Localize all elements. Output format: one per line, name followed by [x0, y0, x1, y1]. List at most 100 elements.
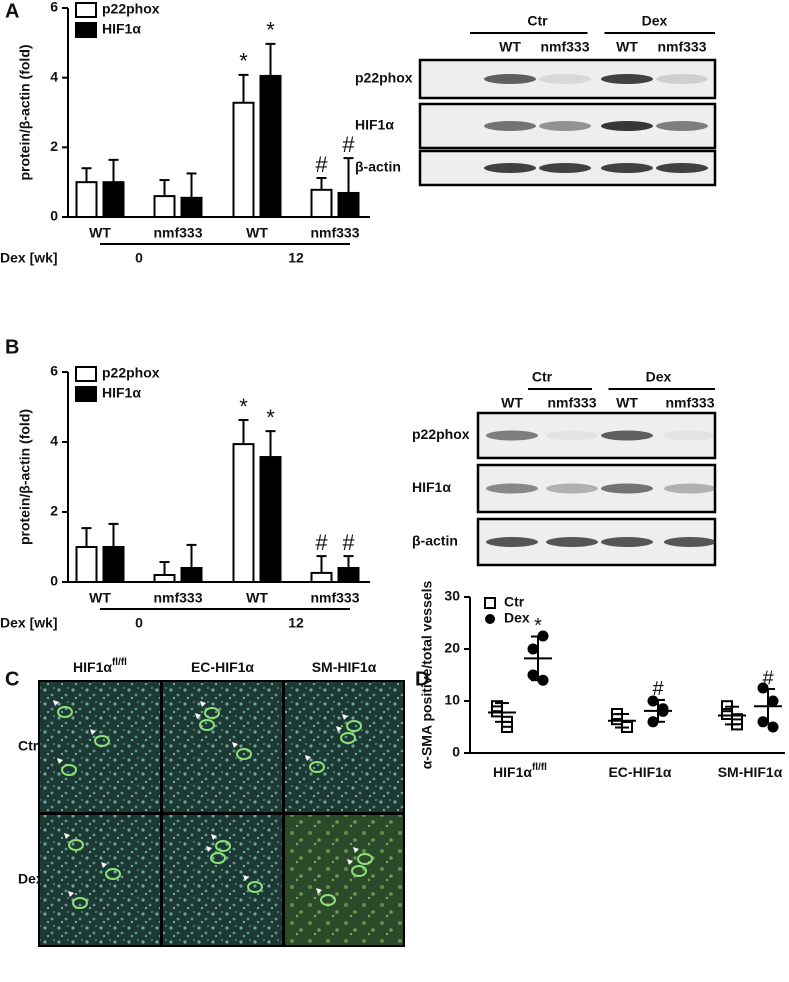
legend-label: Ctr	[504, 594, 525, 610]
y-tick-label: 0	[50, 208, 58, 224]
blot-band	[601, 483, 653, 494]
y-tick-label: 6	[50, 0, 58, 15]
blot-lane-label: WT	[499, 39, 521, 55]
blot-lane-label: nmf333	[540, 39, 589, 55]
group-label: 0	[135, 615, 143, 631]
bar	[337, 567, 360, 583]
arrowhead	[316, 888, 322, 894]
arrowhead	[211, 834, 217, 840]
y-axis-label: protein/β-actin (fold)	[17, 409, 33, 545]
blot-band	[484, 163, 536, 173]
blot-lane-label: nmf333	[665, 395, 714, 411]
micrograph	[285, 815, 403, 945]
blot-group-label: Ctr	[527, 13, 548, 29]
column-name: EC-HIF1α	[191, 659, 254, 675]
blot-band	[546, 537, 598, 547]
legend-label: Dex	[504, 610, 530, 626]
x-tick-label: nmf333	[153, 225, 202, 241]
vessel	[215, 840, 231, 852]
data-point	[527, 643, 539, 655]
vessel	[236, 748, 252, 760]
legend-swatch	[75, 2, 97, 18]
arrowhead	[232, 742, 238, 748]
significance-mark: *	[534, 615, 542, 637]
micrograph	[285, 682, 403, 812]
significance-mark: #	[762, 667, 774, 689]
vessel	[204, 707, 220, 719]
vessel	[199, 719, 215, 731]
blot-band	[484, 74, 536, 84]
arrowhead	[101, 862, 107, 868]
blot-band	[601, 537, 653, 547]
arrowhead	[336, 726, 342, 732]
vessel	[340, 732, 356, 744]
arrowhead	[195, 713, 201, 719]
x-tick-label: WT	[246, 590, 268, 606]
vessel	[320, 894, 336, 906]
significance-mark: #	[652, 678, 664, 700]
blot-row-label: β-actin	[355, 159, 401, 175]
x-tick-label: HIF1αfl/fl	[493, 762, 547, 780]
legend-swatch	[75, 366, 97, 382]
vessel	[210, 852, 226, 864]
blot-band	[664, 483, 716, 494]
bar	[180, 567, 203, 583]
bar	[232, 443, 255, 583]
y-axis-label: protein/β-actin (fold)	[17, 44, 33, 180]
blot-band	[601, 430, 653, 441]
micrograph	[163, 815, 282, 945]
y-tick-label: 2	[50, 138, 58, 154]
image-column-label: HIF1αfl/fl	[73, 657, 127, 675]
arrowhead	[347, 859, 353, 865]
micrograph	[163, 682, 282, 812]
blot-group-label: Ctr	[532, 369, 553, 385]
x-tick-label: WT	[89, 225, 111, 241]
blot-band	[656, 163, 708, 173]
y-tick-label: 30	[444, 588, 460, 604]
blot-group-label: Dex	[642, 13, 668, 29]
legend-swatch	[75, 22, 97, 38]
arrowhead	[243, 875, 249, 881]
blot-band	[601, 121, 653, 131]
x-tick-label: nmf333	[153, 590, 202, 606]
blot-band	[539, 74, 591, 84]
arrowhead	[206, 846, 212, 852]
vessel	[72, 897, 88, 909]
vessel	[309, 761, 325, 773]
vessel	[61, 764, 77, 776]
bar	[337, 191, 360, 218]
group-axis-label: Dex [wk]	[0, 250, 58, 266]
image-row-label: Ctr	[18, 738, 39, 754]
micrograph	[40, 682, 160, 812]
significance-mark: #	[315, 152, 328, 177]
blot-strip	[418, 58, 717, 100]
y-tick-label: 2	[50, 503, 58, 519]
blot-band	[601, 74, 653, 84]
vessel	[94, 735, 110, 747]
arrowhead	[353, 847, 359, 853]
significance-mark: *	[239, 49, 248, 74]
blot-row-label: p22phox	[355, 70, 413, 86]
blot-lane-label: WT	[616, 395, 638, 411]
data-point	[767, 695, 779, 707]
group-label: 12	[288, 250, 304, 266]
bar	[310, 188, 333, 219]
image-row-label: Dex	[18, 871, 44, 887]
data-point	[527, 669, 539, 681]
category-name: SM-HIF1α	[718, 764, 783, 780]
significance-mark: *	[266, 18, 275, 43]
y-tick-label: 4	[50, 433, 58, 449]
bar	[259, 456, 282, 583]
blot-lane-label: WT	[501, 395, 523, 411]
blot-band	[664, 430, 716, 441]
column-name: HIF1α	[73, 659, 112, 675]
x-tick-label: SM-HIF1α	[718, 764, 783, 780]
column-name: SM-HIF1α	[312, 659, 377, 675]
column-superscript: fl/fl	[112, 657, 127, 668]
arrowhead	[57, 758, 63, 764]
data-point	[757, 716, 769, 728]
bar	[75, 181, 98, 219]
image-column-label: SM-HIF1α	[312, 659, 377, 675]
category-name: EC-HIF1α	[608, 764, 671, 780]
